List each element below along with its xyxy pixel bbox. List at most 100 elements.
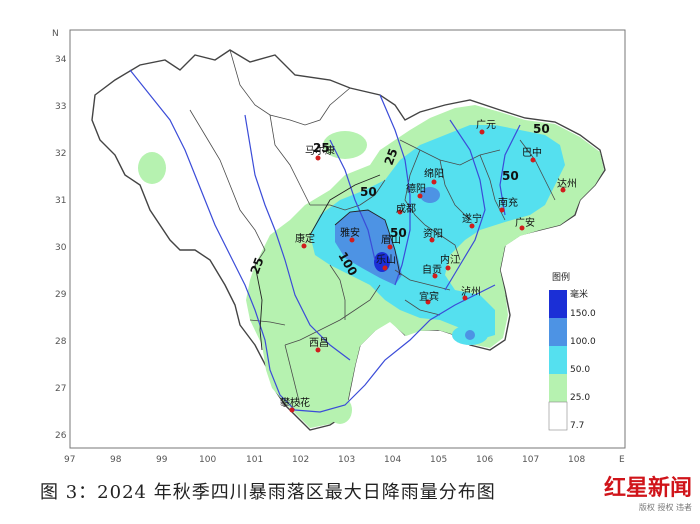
city-label: 马尔康 [305, 144, 335, 157]
city-label: 宜宾 [419, 290, 439, 303]
legend-level: 50.0 [570, 365, 590, 375]
city-label: 乐山 [376, 254, 396, 266]
legend-level: 25.0 [570, 393, 590, 403]
legend-swatch-150 [549, 290, 567, 318]
lon-tick: 108 [568, 455, 585, 465]
lon-tick: 105 [430, 455, 447, 465]
contour-label: 25 [313, 141, 330, 155]
city-marker [417, 193, 423, 199]
contour-label: 25 [248, 256, 267, 276]
city-marker [431, 179, 437, 185]
city-label: 眉山 [381, 234, 401, 246]
rain-zone-25-south [328, 396, 352, 424]
lat-tick: 27 [55, 384, 66, 394]
city-label: 成都 [396, 203, 416, 215]
east-label: E [619, 455, 625, 465]
north-label: N [52, 29, 59, 39]
lat-tick: 34 [55, 55, 67, 65]
city-label: 康定 [295, 232, 315, 245]
legend-unit: 毫米 [570, 288, 588, 300]
lon-tick: 102 [292, 455, 309, 465]
lat-tick: 28 [55, 337, 67, 347]
city-label: 雅安 [340, 226, 360, 239]
city-label: 巴中 [522, 146, 542, 159]
lat-axis: N 34 33 32 31 30 29 28 27 26 [52, 29, 67, 441]
legend-swatch-7 [548, 401, 568, 431]
city-label: 广安 [515, 216, 535, 229]
city-label: 达州 [557, 178, 577, 190]
contour-label: 50 [502, 169, 519, 183]
city-label: 攀枝花 [280, 396, 310, 409]
rain-zone-100-south [465, 330, 475, 340]
city-marker [315, 347, 321, 353]
lon-tick: 101 [246, 455, 263, 465]
lat-tick: 33 [55, 102, 66, 112]
lat-tick: 32 [55, 149, 66, 159]
lon-tick: 107 [522, 455, 539, 465]
legend-level: 7.7 [570, 421, 584, 431]
city-marker [301, 243, 307, 249]
contour-label: 50 [360, 185, 377, 199]
contour-label: 25 [382, 147, 401, 167]
city-marker [479, 129, 485, 135]
rain-zone-100-east [420, 187, 440, 203]
city-marker [469, 223, 475, 229]
lon-tick: 97 [64, 455, 75, 465]
city-marker [445, 265, 451, 271]
legend-level: 100.0 [570, 337, 596, 347]
contour-lines [254, 174, 401, 351]
city-label: 遂宁 [462, 212, 482, 225]
lon-tick: 106 [476, 455, 493, 465]
city-marker [432, 273, 438, 279]
cities: 巴中 广元 绵阳 德阳 成都 南充 达州 遂宁 广安 资阳 内江 自贡 宜宾 泸… [280, 119, 577, 413]
lon-tick: 99 [156, 455, 168, 465]
brand-name: 红星新闻 [603, 475, 692, 501]
rain-zone-25-west [138, 152, 166, 184]
legend-swatch-100 [549, 318, 567, 346]
city-marker [530, 157, 536, 163]
rain-zone-25-north [323, 131, 367, 159]
lon-tick: 104 [384, 455, 401, 465]
city-label: 资阳 [423, 228, 443, 240]
lat-tick: 30 [55, 243, 67, 253]
lat-tick: 29 [55, 290, 67, 300]
contour-label: 50 [390, 226, 407, 240]
city-label: 南充 [498, 196, 518, 209]
rainfall-map: 25 25 25 50 50 50 50 100 巴中 广元 绵阳 德阳 成都 … [52, 29, 626, 465]
rivers [129, 69, 521, 413]
city-marker [387, 244, 393, 250]
city-marker [560, 187, 566, 193]
city-label: 德阳 [406, 182, 426, 195]
brand-watermark: 红星新闻 版权 授权 违者 [604, 470, 692, 513]
legend: 图例 毫米 150.0 100.0 50.0 25.0 7.7 [548, 271, 596, 431]
city-marker [315, 155, 321, 161]
watermark-small-text: 版权 授权 违者 [638, 503, 692, 512]
city-label: 绵阳 [424, 167, 444, 180]
city-marker [289, 407, 295, 413]
legend-swatch-25 [549, 374, 567, 402]
legend-title: 图例 [552, 271, 570, 283]
city-label: 广元 [476, 119, 496, 131]
city-label: 西昌 [309, 337, 329, 349]
prefecture-borders [189, 49, 556, 406]
lon-tick: 103 [338, 455, 355, 465]
city-label: 内江 [440, 253, 460, 266]
lat-tick: 26 [55, 431, 67, 441]
city-marker [499, 207, 505, 213]
lon-tick: 100 [199, 455, 216, 465]
legend-level: 150.0 [570, 309, 596, 319]
city-marker [519, 225, 525, 231]
lon-tick: 98 [110, 455, 122, 465]
city-label: 自贡 [422, 263, 442, 276]
city-marker [425, 299, 431, 305]
legend-swatch-50 [549, 346, 567, 374]
lon-axis: 97 98 99 100 101 102 103 104 105 106 107… [64, 455, 625, 465]
city-label: 泸州 [461, 286, 481, 298]
city-marker [397, 209, 403, 215]
lat-tick: 31 [55, 196, 66, 206]
city-marker [382, 265, 388, 271]
city-marker [429, 237, 435, 243]
city-marker [349, 237, 355, 243]
figure-caption: 图 3：2024 年秋季四川暴雨落区最大日降雨量分布图 [40, 482, 496, 503]
contour-label: 50 [533, 122, 550, 136]
